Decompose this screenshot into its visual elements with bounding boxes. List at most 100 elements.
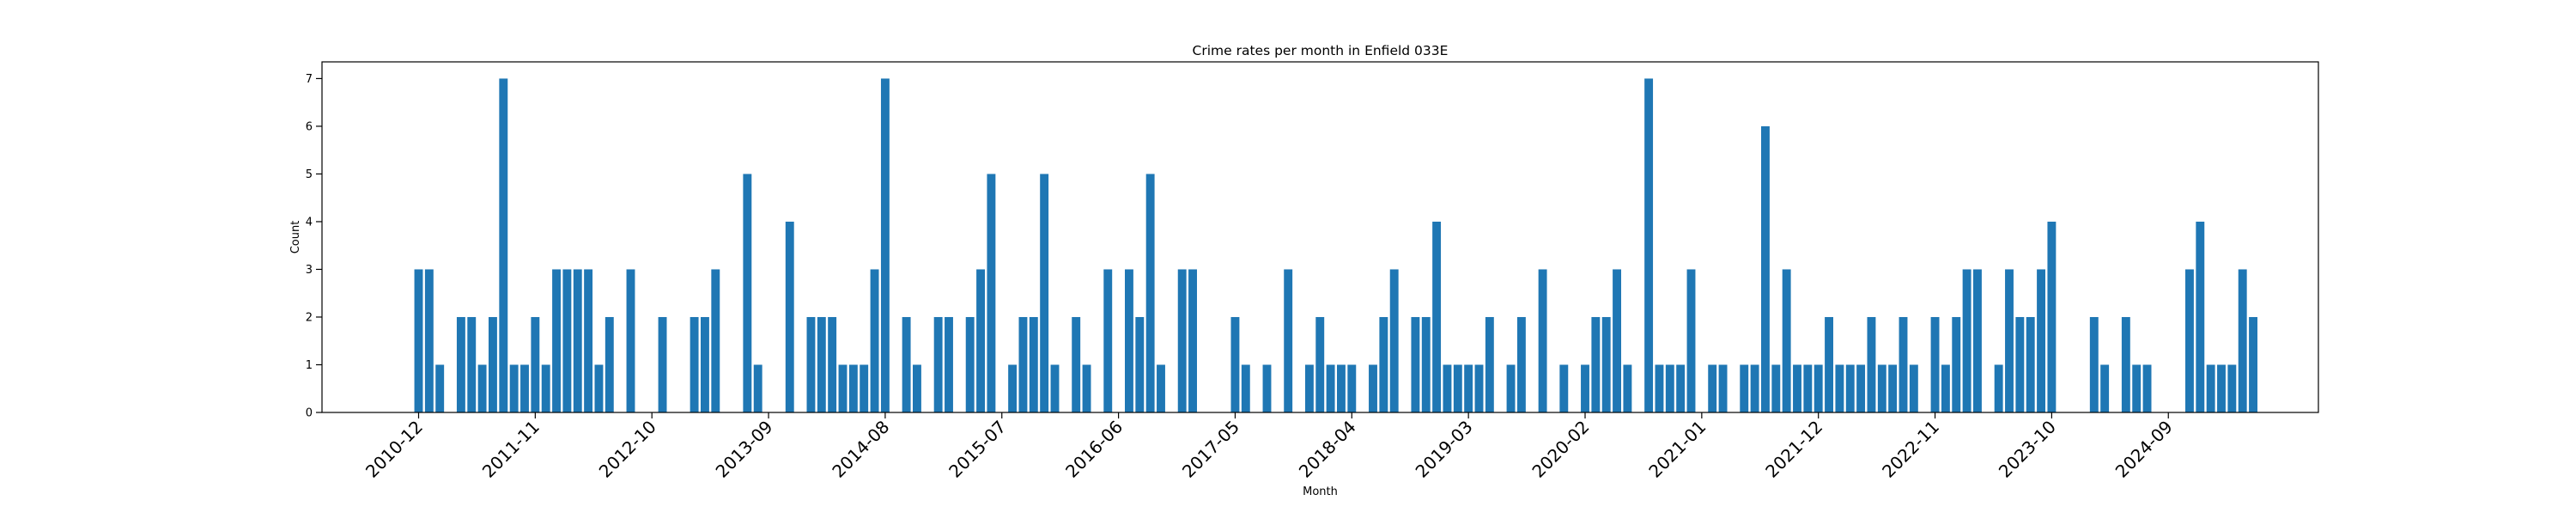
bar [1814, 364, 1823, 412]
bar [806, 316, 816, 412]
bar [2196, 221, 2205, 412]
bar [1941, 364, 1950, 412]
bar [1909, 364, 1918, 412]
bar [594, 364, 604, 412]
chart-title: Crime rates per month in Enfield 033E [1193, 43, 1449, 58]
bar [1432, 221, 1442, 412]
bar [531, 316, 540, 412]
bar [1485, 316, 1494, 412]
bar [414, 269, 423, 412]
bar [2121, 316, 2130, 412]
bar [1761, 125, 1770, 412]
plot-frame [321, 61, 2319, 413]
bar [456, 316, 465, 412]
bar [1304, 364, 1314, 412]
bar [711, 269, 720, 412]
bar [2227, 364, 2237, 412]
bar [1326, 364, 1335, 412]
bar [489, 316, 497, 412]
bar [2185, 269, 2194, 412]
bar [2249, 316, 2257, 412]
bar [690, 316, 699, 412]
bar [1506, 364, 1516, 412]
bar [1453, 364, 1462, 412]
bar [562, 269, 572, 412]
bar [1825, 316, 1833, 412]
y-tick-label: 2 [306, 311, 313, 324]
bar [2089, 316, 2099, 412]
bar [520, 364, 529, 412]
bar [1601, 316, 1611, 412]
y-tick-label: 4 [306, 216, 313, 229]
x-axis-label: Month [1303, 485, 1338, 498]
bar [1793, 364, 1801, 412]
bar [880, 78, 890, 413]
bar [1082, 364, 1091, 412]
bar [1686, 269, 1696, 412]
bar [838, 364, 848, 412]
bar [573, 269, 582, 412]
bar [701, 316, 709, 412]
bar [1135, 316, 1145, 412]
bar [1369, 364, 1377, 412]
bar [1421, 316, 1431, 412]
bar [1103, 269, 1113, 412]
bar [1835, 364, 1844, 412]
bar [1315, 316, 1325, 412]
bar [1474, 364, 1484, 412]
bar [870, 269, 879, 412]
bar [1740, 364, 1749, 412]
y-tick-label: 1 [306, 359, 313, 372]
bar [509, 364, 519, 412]
bar [424, 269, 434, 412]
bar [2005, 269, 2014, 412]
bar [965, 316, 975, 412]
bar [1230, 316, 1240, 412]
bar [1899, 316, 1908, 412]
bar [1347, 364, 1357, 412]
bar [1803, 364, 1813, 412]
bar [1379, 316, 1388, 412]
bar [1538, 269, 1547, 412]
bar [435, 364, 445, 412]
bar [1443, 364, 1452, 412]
bar [1665, 364, 1674, 412]
bar [1718, 364, 1728, 412]
bar [1676, 364, 1686, 412]
y-axis-label: Count [289, 221, 302, 254]
y-tick-label: 0 [306, 407, 313, 420]
bar [1930, 316, 1940, 412]
bar [1771, 364, 1781, 412]
bar [1050, 364, 1060, 412]
bar [945, 316, 953, 412]
bar [658, 316, 667, 412]
bar [541, 364, 550, 412]
bar [1157, 364, 1165, 412]
bar [626, 269, 635, 412]
bar [1072, 316, 1081, 412]
bar [1708, 364, 1717, 412]
bar [605, 316, 614, 412]
bar [1040, 174, 1049, 412]
y-tick-label: 6 [306, 120, 313, 133]
bar [1623, 364, 1632, 412]
y-tick-label: 5 [306, 168, 313, 181]
bar [817, 316, 826, 412]
bar [584, 269, 593, 412]
y-axis: 0 1 2 3 4 5 6 7 [306, 73, 322, 420]
bar [1125, 269, 1133, 412]
bar [1177, 269, 1187, 412]
bar [1337, 364, 1346, 412]
bar [1389, 269, 1399, 412]
bar [828, 316, 837, 412]
bar [552, 269, 561, 412]
bar [1973, 269, 1982, 412]
bar [1262, 364, 1272, 412]
bar [477, 364, 487, 412]
bar [1411, 316, 1420, 412]
bar [1145, 174, 1155, 412]
bar [1613, 269, 1621, 412]
bar [2206, 364, 2215, 412]
